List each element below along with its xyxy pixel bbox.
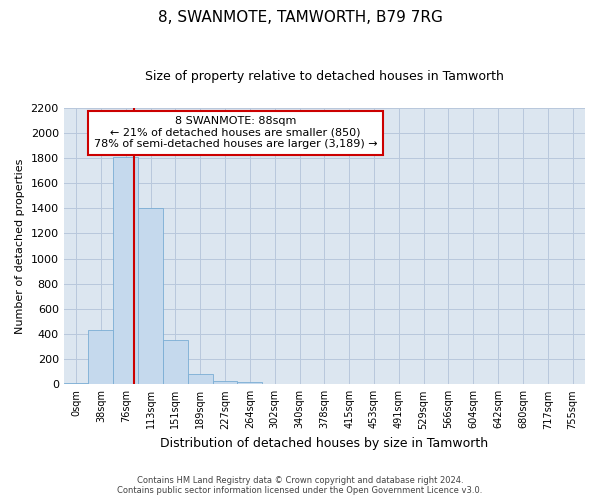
Text: Contains HM Land Registry data © Crown copyright and database right 2024.
Contai: Contains HM Land Registry data © Crown c… — [118, 476, 482, 495]
Bar — [88, 330, 113, 384]
Y-axis label: Number of detached properties: Number of detached properties — [15, 158, 25, 334]
Bar — [64, 383, 88, 384]
Bar — [212, 380, 238, 384]
X-axis label: Distribution of detached houses by size in Tamworth: Distribution of detached houses by size … — [160, 437, 488, 450]
Title: Size of property relative to detached houses in Tamworth: Size of property relative to detached ho… — [145, 70, 504, 83]
Text: 8 SWANMOTE: 88sqm
← 21% of detached houses are smaller (850)
78% of semi-detache: 8 SWANMOTE: 88sqm ← 21% of detached hous… — [94, 116, 377, 150]
Bar — [238, 382, 262, 384]
Bar — [113, 157, 138, 384]
Bar — [163, 340, 188, 384]
Bar — [188, 374, 212, 384]
Text: 8, SWANMOTE, TAMWORTH, B79 7RG: 8, SWANMOTE, TAMWORTH, B79 7RG — [158, 10, 442, 25]
Bar — [138, 208, 163, 384]
